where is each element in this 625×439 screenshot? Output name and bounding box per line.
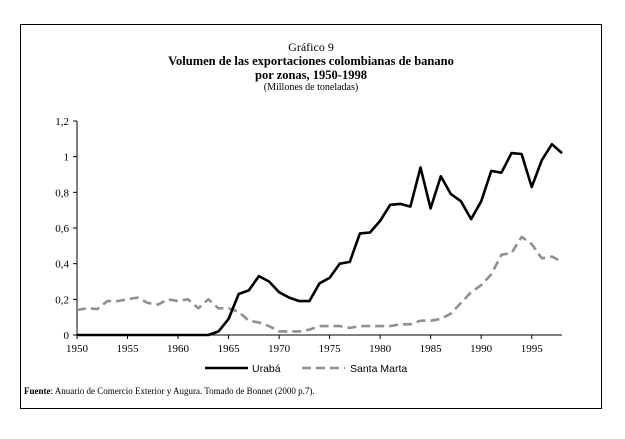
y-tick-label: 0,8 [55,187,69,199]
chart-frame [20,24,602,409]
y-tick-label: 0,4 [55,259,69,271]
y-tick-label: 1 [64,152,70,164]
chart-title: Gráfico 9 [288,40,334,54]
x-tick-label: 1980 [369,343,392,355]
chart-subtitle-2: por zonas, 1950-1998 [255,68,367,82]
x-tick-label: 1965 [218,343,241,355]
source-note: Fuente: Anuario de Comercio Exterior y A… [24,386,315,396]
source-label: Fuente [24,386,51,396]
chart-title-block: Gráfico 9 Volumen de las exportaciones c… [20,40,602,94]
x-tick-label: 1975 [319,343,342,355]
x-tick-label: 1950 [66,343,89,355]
x-tick-label: 1995 [521,343,544,355]
legend-label-uraba: Urabá [252,363,281,375]
chart-subtitle: Volumen de las exportaciones colombianas… [168,54,454,68]
series-line-santa-marta [76,235,563,333]
y-tick-label: 0 [64,330,70,342]
x-tick-label: 1970 [268,343,291,355]
y-tick-label: 0,6 [55,223,69,235]
y-tick-label: 0,2 [55,294,69,306]
x-tick-label: 1960 [167,343,190,355]
chart-units: (Millones de toneladas) [263,82,359,93]
x-tick-label: 1955 [117,343,140,355]
x-tick-label: 1990 [470,343,493,355]
series-line-uraba [77,142,563,337]
legend-label-santa-marta: Santa Marta [350,363,407,375]
source-text: : Anuario de Comercio Exterior y Augura.… [50,386,315,396]
y-tick-label: 1,2 [55,116,69,128]
x-tick-label: 1985 [420,343,443,355]
